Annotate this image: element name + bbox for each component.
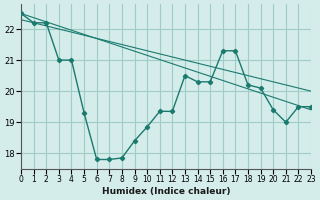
X-axis label: Humidex (Indice chaleur): Humidex (Indice chaleur) bbox=[102, 187, 230, 196]
